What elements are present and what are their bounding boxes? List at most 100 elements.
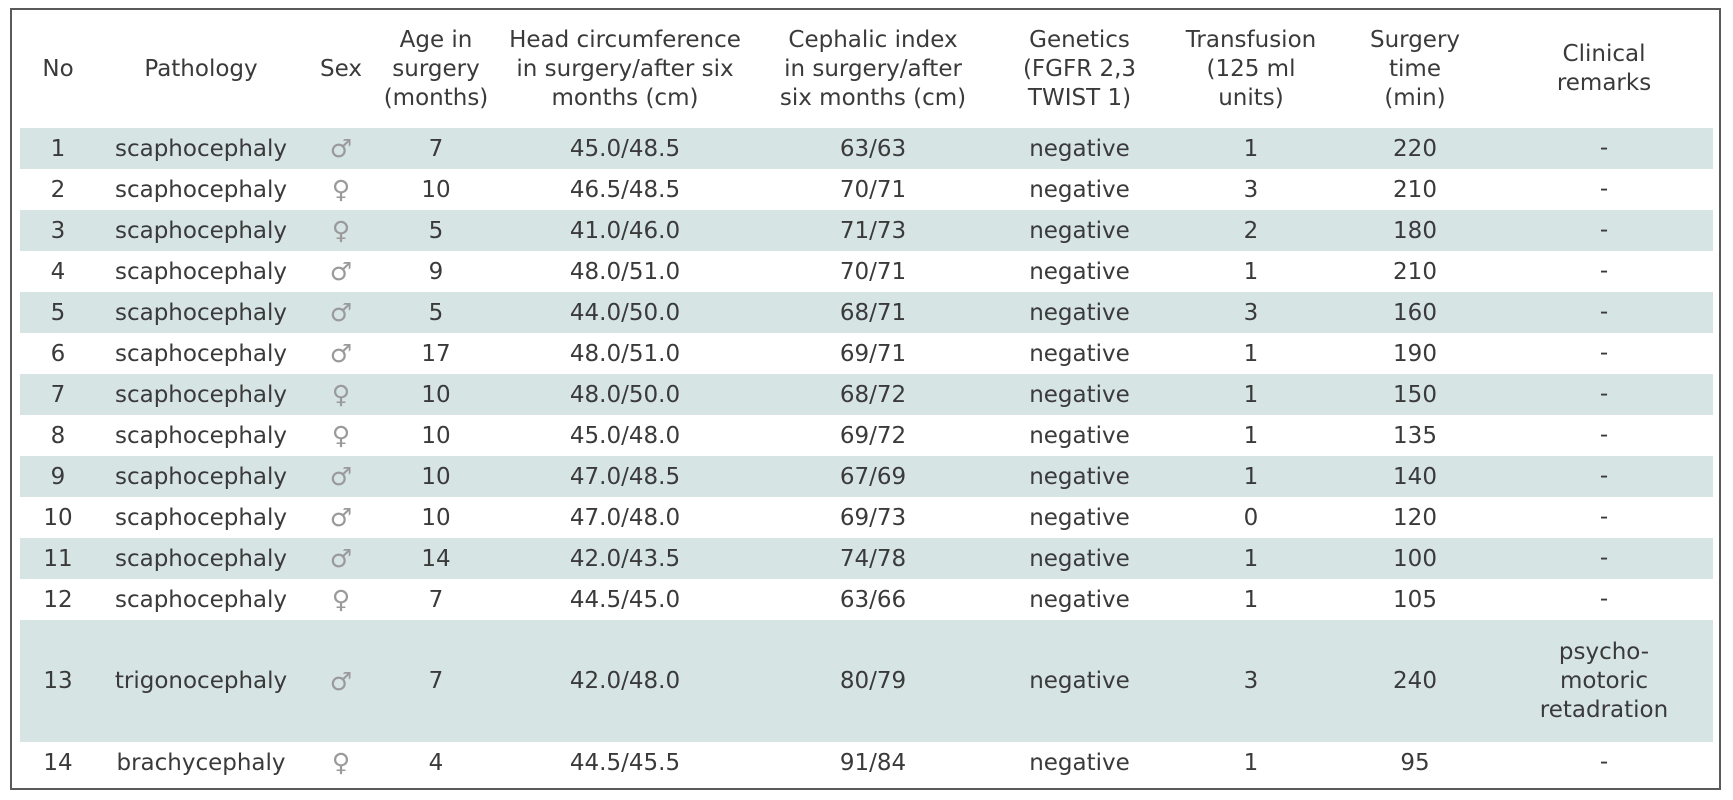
head-circumference-cell: 47.0/48.5 [496, 456, 754, 497]
surgery-time-cell: 105 [1393, 586, 1437, 613]
transfusion-cell: 1 [1243, 749, 1259, 776]
cephalic-index-cell: 69/72 [839, 422, 907, 449]
cephalic-index-cell: 63/63 [754, 128, 992, 169]
remark-line: - [1599, 381, 1609, 407]
remark-line: psycho- [1558, 638, 1650, 665]
table-row: 13 trigonocephaly ♂ 7 42.0/48.0 80/79 negative… [20, 620, 1713, 742]
no-cell: 14 [43, 749, 73, 776]
sex-symbol: ♂ [306, 128, 376, 169]
age-cell: 5 [376, 210, 496, 251]
table-row: 9 scaphocephaly ♂ 10 47.0/48.5 67/69 negative 1… [20, 456, 1713, 497]
header-pathology: Pathology [96, 10, 306, 128]
header-line: No [42, 55, 74, 82]
sex-symbol: ♀ [306, 210, 376, 251]
head-circumference-cell: 44.5/45.0 [569, 586, 681, 613]
transfusion-cell: 2 [1167, 210, 1335, 251]
header-line: units) [1218, 84, 1284, 111]
surgery-time-cell: 190 [1393, 340, 1437, 367]
head-circumference-cell: 48.0/50.0 [496, 374, 754, 415]
genetics-cell: negative [1029, 504, 1130, 531]
sex-symbol: ♂ [306, 620, 376, 742]
transfusion-cell: 3 [1167, 292, 1335, 333]
age-cell: 10 [421, 422, 451, 449]
header-line: TWIST 1) [1027, 84, 1132, 111]
table-row: 1 scaphocephaly ♂ 7 45.0/48.5 63/63 negative 1 2… [20, 128, 1713, 169]
sex-symbol: ♀ [331, 748, 351, 777]
age-cell: 7 [428, 586, 444, 613]
surgery-time-cell: 210 [1393, 258, 1437, 285]
remark-line: - [1599, 749, 1609, 775]
header-clinical-remarks: Clinical remarks [1495, 10, 1713, 128]
no-cell: 9 [20, 456, 96, 497]
no-cell: 4 [50, 258, 66, 285]
surgery-time-cell: 135 [1393, 422, 1437, 449]
head-circumference-cell: 47.0/48.0 [569, 504, 681, 531]
pathology-cell: scaphocephaly [114, 176, 288, 203]
no-cell: 8 [50, 422, 66, 449]
head-circumference-cell: 42.0/43.5 [496, 538, 754, 579]
clinical-remarks-cell: - [1495, 210, 1713, 251]
pathology-cell: scaphocephaly [96, 292, 306, 333]
header-no: No [20, 10, 96, 128]
genetics-cell: negative [992, 538, 1167, 579]
age-cell: 7 [376, 620, 496, 742]
remark-line: motoric [1559, 667, 1649, 694]
pathology-cell: scaphocephaly [96, 538, 306, 579]
clinical-remarks-cell: - [1495, 579, 1713, 620]
table-row: 12 scaphocephaly ♀ 7 44.5/45.0 63/66 negative 1… [20, 579, 1713, 620]
header-line: Pathology [144, 55, 258, 82]
cephalic-index-cell: 69/73 [839, 504, 907, 531]
age-cell: 17 [421, 340, 451, 367]
transfusion-cell: 1 [1167, 128, 1335, 169]
clinical-remarks-cell: - [1495, 292, 1713, 333]
surgery-time-cell: 210 [1393, 176, 1437, 203]
sex-symbol: ♂ [329, 339, 353, 368]
header-line: Genetics [1029, 26, 1130, 53]
table-row: 4 scaphocephaly ♂ 9 48.0/51.0 70/71 negative 1 2… [20, 251, 1713, 292]
age-cell: 10 [421, 176, 451, 203]
transfusion-cell: 3 [1167, 620, 1335, 742]
header-line: (min) [1384, 84, 1446, 111]
header-line: surgery [392, 55, 480, 82]
sex-symbol: ♂ [306, 292, 376, 333]
remark-line: - [1599, 340, 1609, 366]
clinical-remarks-cell: - [1495, 456, 1713, 497]
head-circumference-cell: 48.0/51.0 [569, 258, 681, 285]
transfusion-cell: 1 [1167, 538, 1335, 579]
cephalic-index-cell: 67/69 [754, 456, 992, 497]
genetics-cell: negative [992, 210, 1167, 251]
cephalic-index-cell: 91/84 [839, 749, 907, 776]
header-line: time [1389, 55, 1441, 82]
genetics-cell: negative [992, 292, 1167, 333]
surgery-time-cell: 95 [1400, 749, 1430, 776]
table-row: 3 scaphocephaly ♀ 5 41.0/46.0 71/73 negative 2 1… [20, 210, 1713, 251]
transfusion-cell: 0 [1243, 504, 1259, 531]
genetics-cell: negative [992, 374, 1167, 415]
header-surgery-time: Surgery time (min) [1335, 10, 1495, 128]
pathology-cell: scaphocephaly [96, 210, 306, 251]
pathology-cell: scaphocephaly [114, 258, 288, 285]
cephalic-index-cell: 70/71 [839, 258, 907, 285]
header-line: months (cm) [551, 84, 699, 111]
pathology-cell: brachycephaly [116, 749, 286, 776]
genetics-cell: negative [1029, 749, 1130, 776]
transfusion-cell: 1 [1243, 258, 1259, 285]
age-cell: 4 [428, 749, 444, 776]
table-row: 6 scaphocephaly ♂ 17 48.0/51.0 69/71 negative 1… [20, 333, 1713, 374]
clinical-remarks-cell: - [1495, 169, 1713, 210]
cephalic-index-cell: 71/73 [754, 210, 992, 251]
table-row: 11 scaphocephaly ♂ 14 42.0/43.5 74/78 negative… [20, 538, 1713, 579]
transfusion-cell: 1 [1167, 374, 1335, 415]
age-cell: 9 [428, 258, 444, 285]
no-cell: 1 [20, 128, 96, 169]
surgery-time-cell: 150 [1335, 374, 1495, 415]
remark-line: - [1599, 217, 1609, 243]
surgery-time-cell: 180 [1335, 210, 1495, 251]
header-line: six months (cm) [779, 84, 967, 111]
transfusion-cell: 1 [1167, 456, 1335, 497]
header-line: Clinical [1562, 41, 1646, 67]
head-circumference-cell: 48.0/51.0 [569, 340, 681, 367]
age-cell: 7 [376, 128, 496, 169]
no-cell: 5 [20, 292, 96, 333]
no-cell: 3 [20, 210, 96, 251]
